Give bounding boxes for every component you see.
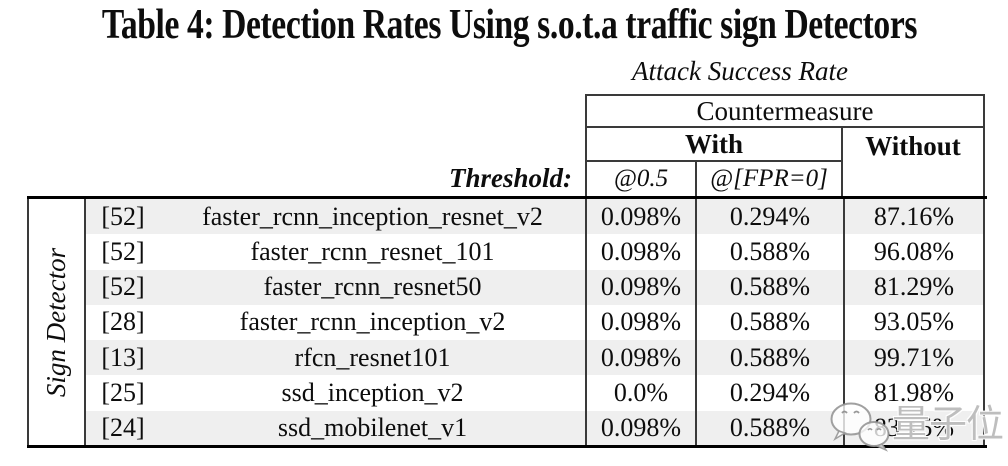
asr-fpr0-cell: 0.588% <box>697 340 845 376</box>
model-cell: ssd_inception_v2 <box>160 375 587 411</box>
asr-at05-cell: 0.0% <box>587 375 697 411</box>
asr-without-cell: 87.16% <box>845 199 983 235</box>
model-cell: faster_rcnn_inception_v2 <box>160 304 587 341</box>
asr-without-cell: 96.08% <box>873 236 955 266</box>
asr-fpr0-cell: 0.588% <box>697 304 845 341</box>
threshold-col-0.5: @0.5 <box>587 162 697 196</box>
cite-cell: [52] <box>86 269 160 305</box>
column-header-box: Countermeasure With Without @0.5 @[FPR=0… <box>585 94 985 198</box>
with-header: With <box>587 128 843 162</box>
cite-cell: [28] <box>101 307 145 337</box>
top-rule <box>27 196 987 199</box>
model-cell: faster_rcnn_inception_resnet_v2 <box>160 199 587 235</box>
table-caption-wrap: Table 4: Detection Rates Using s.o.t.a t… <box>0 2 1008 48</box>
cite-cell: [52] <box>101 236 145 266</box>
bottom-rule <box>27 445 987 448</box>
model-cell: faster_rcnn_resnet50 <box>160 269 587 305</box>
asr-fpr0-cell: 0.588% <box>697 410 845 446</box>
asr-at05-cell: 0.098% <box>587 199 697 235</box>
asr-fpr0-cell: 0.588% <box>697 269 845 305</box>
asr-without-cell: 93.05% <box>873 307 955 337</box>
asr-fpr0-cell: 0.588% <box>697 234 845 270</box>
asr-at05-cell: 0.098% <box>587 340 697 376</box>
asr-without-cell: 81.29% <box>845 269 983 305</box>
countermeasure-header: Countermeasure <box>587 96 983 128</box>
model-cell: rfcn_resnet101 <box>160 340 587 376</box>
asr-at05-cell: 0.098% <box>587 269 697 305</box>
sign-detector-label: Sign Detector <box>41 247 71 398</box>
table-caption: Table 4: Detection Rates Using s.o.t.a t… <box>101 2 918 48</box>
cite-cell: [52] <box>86 199 160 235</box>
asr-without-cell: 83.15% <box>845 410 983 446</box>
cite-cell: [25] <box>101 378 145 408</box>
threshold-col-fpr0: @[FPR=0] <box>697 162 843 196</box>
model-cell: ssd_mobilenet_v1 <box>160 410 587 446</box>
detector-table-body: Sign Detector [52] faster_rcnn_inception… <box>27 199 985 446</box>
sign-detector-group-cell: Sign Detector <box>29 199 86 446</box>
asr-at05-cell: 0.098% <box>587 234 697 270</box>
asr-fpr0-cell: 0.294% <box>697 375 845 411</box>
threshold-label: Threshold: <box>448 163 572 193</box>
without-header: Without <box>865 131 961 161</box>
model-cell: faster_rcnn_resnet_101 <box>160 234 587 270</box>
asr-without-cell: 99.71% <box>845 340 983 376</box>
cite-cell: [24] <box>86 410 160 446</box>
asr-fpr0-cell: 0.294% <box>697 199 845 235</box>
attack-success-rate-header: Attack Success Rate <box>632 56 848 86</box>
cite-cell: [13] <box>86 340 160 376</box>
asr-without-cell: 81.98% <box>873 378 955 408</box>
asr-at05-cell: 0.098% <box>587 410 697 446</box>
asr-at05-cell: 0.098% <box>587 304 697 341</box>
